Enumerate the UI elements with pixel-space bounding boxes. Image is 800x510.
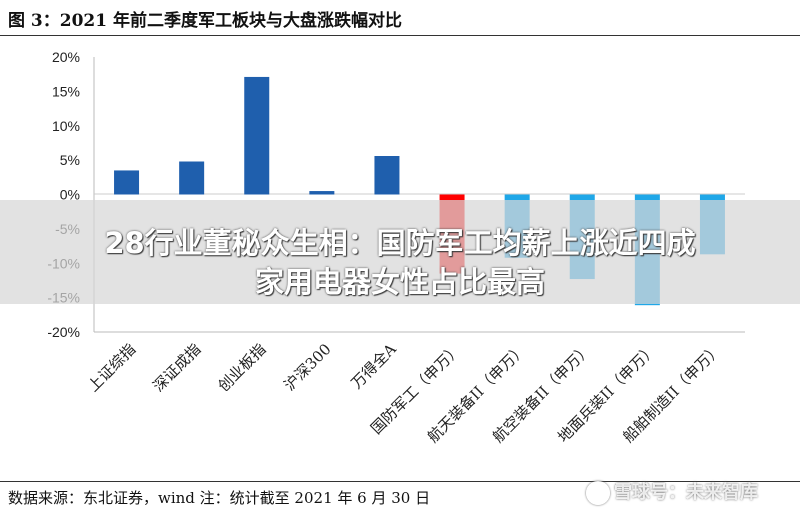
bar: [244, 76, 270, 195]
overlay-banner: [0, 200, 800, 304]
bar: [374, 156, 400, 195]
y-tick-label: -20%: [47, 324, 80, 340]
y-tick-label: 20%: [52, 49, 80, 65]
x-tick-label: 创业板指: [214, 340, 269, 395]
y-tick-label: 10%: [52, 118, 80, 134]
footer-divider: [0, 481, 800, 482]
x-tick-label: 深证成指: [149, 340, 204, 395]
watermark-text: 雪球号：未来智库: [614, 482, 758, 503]
y-tick-label: 0%: [60, 187, 80, 203]
x-tick-label: 上证综指: [84, 340, 139, 395]
bar: [114, 170, 140, 195]
watermark: 雪球号：未来智库: [586, 478, 758, 505]
chart-title: 图 3：2021 年前二季度军工板块与大盘涨跌幅对比: [8, 11, 402, 31]
overlay-subheadline: 家用电器女性占比最高: [254, 265, 545, 299]
bar: [309, 191, 335, 195]
x-tick-label: 万得全A: [348, 340, 400, 392]
source-note: 数据来源：东北证券，wind 注：统计截至 2021 年 6 月 30 日: [8, 489, 431, 507]
bar: [179, 161, 205, 195]
x-tick-label: 沪深300: [280, 340, 334, 394]
overlay-headline: 28行业董秘众生相：国防军工均薪上涨近四成: [104, 226, 696, 260]
x-tick-labels: 上证综指 深证成指 创业板指 沪深300 万得全A国防军工（申万）航天装备II（申万）航…: [84, 340, 725, 446]
y-tick-label: 15%: [52, 83, 80, 99]
snowball-logo-icon: [586, 481, 610, 505]
y-tick-label: 5%: [60, 152, 80, 168]
title-divider: [0, 35, 800, 36]
